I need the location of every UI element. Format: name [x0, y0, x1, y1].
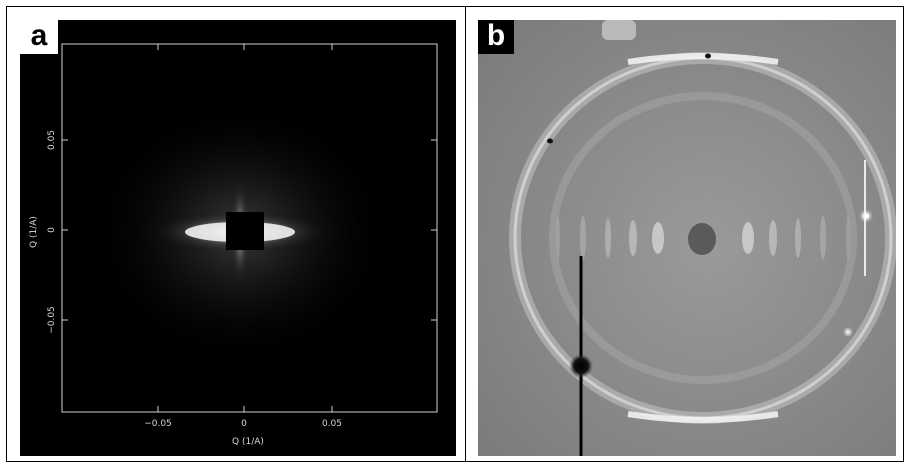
panel-b-pattern: [478, 20, 896, 456]
x-axis-label: Q (1/A): [232, 437, 264, 447]
panel-a-label: a: [20, 20, 58, 54]
y-tick-label-3: −0.05: [47, 306, 57, 334]
dark-speck-2: [547, 138, 553, 144]
x-tick-label-2: 0: [241, 419, 247, 429]
x-tick-label-1: −0.05: [144, 419, 172, 429]
equatorial-reflections: [556, 216, 850, 260]
dark-speck-1: [705, 53, 711, 59]
bright-spot-2: [843, 327, 853, 337]
panel-a-plot: −0.05 0 0.05 Q (1/A) 0.05 0 −0.05 Q (1/A…: [29, 43, 438, 447]
inner-ring: [549, 92, 857, 384]
x-tick-label-3: 0.05: [322, 419, 342, 429]
panel-b-waxs-image: b: [478, 20, 896, 456]
bright-spot-1-core: [863, 213, 869, 219]
x-tick-marks: [157, 44, 333, 412]
y-tick-label-1: 0.05: [47, 130, 57, 150]
plot-frame: [61, 43, 438, 413]
top-arc: [627, 53, 779, 65]
panel-a-saxs-image: −0.05 0 0.05 Q (1/A) 0.05 0 −0.05 Q (1/A…: [20, 20, 456, 456]
panel-divider: [465, 6, 466, 462]
beam-stop: [226, 212, 264, 250]
bottom-arc: [627, 411, 779, 423]
y-tick-marks: [62, 139, 437, 321]
y-tick-label-2: 0: [47, 227, 57, 233]
dark-blob: [569, 354, 593, 378]
panel-b-label: b: [478, 20, 514, 54]
y-axis-label: Q (1/A): [29, 216, 39, 248]
beam-stop: [688, 223, 716, 255]
figure-frame: [6, 6, 904, 462]
top-shadow: [602, 20, 636, 40]
